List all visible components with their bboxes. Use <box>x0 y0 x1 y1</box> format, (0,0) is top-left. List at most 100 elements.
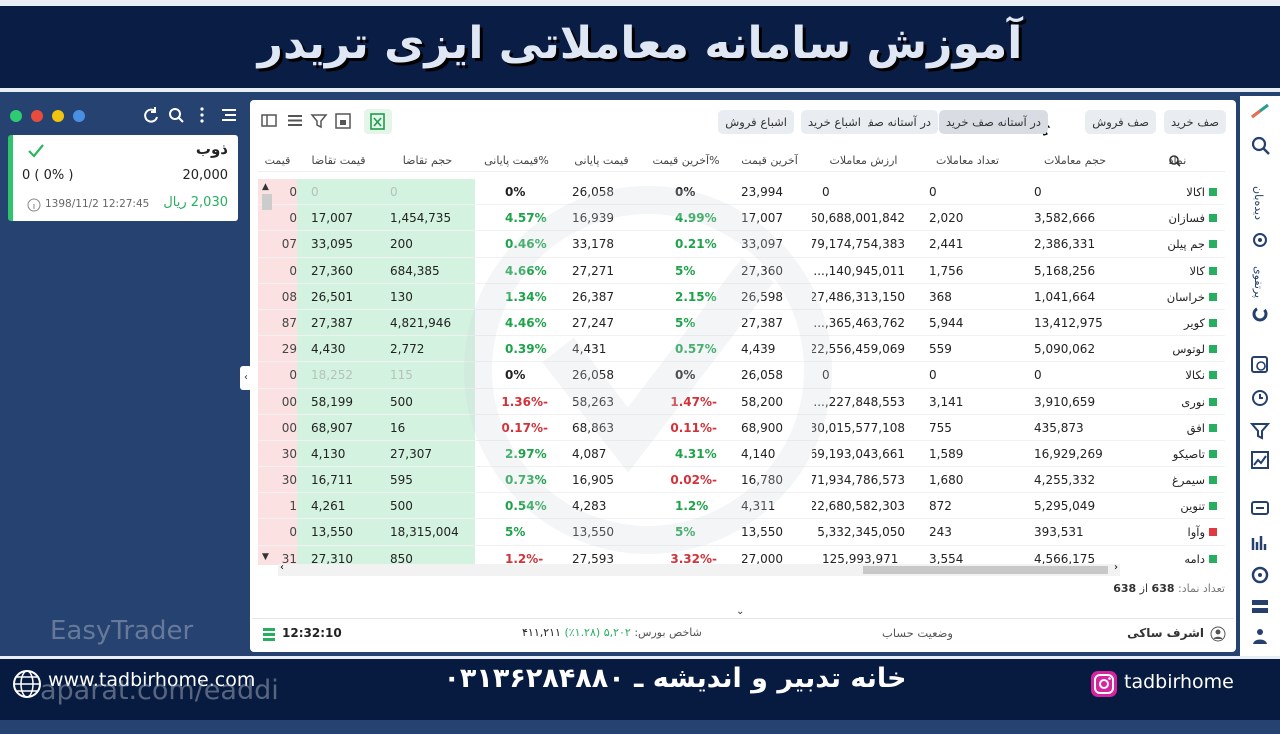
column-header[interactable]: تعداد معاملات <box>936 154 999 167</box>
website: www.tadbirhome.com <box>48 669 256 691</box>
cell: 1,756 <box>929 263 964 278</box>
table-row[interactable]: دامه 4,566,175 3,554 125,993,971 27,000 -3.32… <box>258 545 1225 565</box>
column-header[interactable]: ارزش معاملات <box>829 154 898 167</box>
value: 2,030 <box>190 195 228 210</box>
cell: 0 <box>929 185 937 199</box>
symbol-cell: تنوین <box>1180 499 1205 514</box>
column-header[interactable]: قیمت پایانی <box>574 154 629 167</box>
cell: 2.97% <box>505 446 547 461</box>
cell: 16,905 <box>572 473 614 488</box>
table-row[interactable]: سیمرغ 4,255,332 1,680 71,934,786,573 16,780 -… <box>258 467 1225 494</box>
cell: 4.99% <box>675 211 717 226</box>
hscroll[interactable]: ‹ › <box>278 562 1120 576</box>
tab[interactable]: اشباع خرید <box>800 110 868 134</box>
cell: 4,439 <box>741 342 776 357</box>
count-label: تعداد نماد: <box>1178 582 1225 595</box>
cell: 00 <box>258 388 297 414</box>
cell: -3.32% <box>670 551 717 565</box>
table-row[interactable]: فسازان 3,582,666 2,020 60,688,001,842 17,007… <box>258 205 1225 232</box>
search-button[interactable] <box>1251 136 1271 156</box>
status-marker <box>1209 449 1217 458</box>
search-icon[interactable] <box>1168 154 1182 168</box>
cell: 13,550 <box>741 525 783 540</box>
cell: 27,360 <box>741 263 783 278</box>
cell: 2,020 <box>929 211 964 226</box>
index-value: ۴۱۱,۲۱۱ <box>522 626 561 639</box>
table-row[interactable]: تنوین 5,295,049 872 22,680,582,303 4,311 1.2%… <box>258 493 1225 520</box>
cell: 5,168,256 <box>1034 263 1096 278</box>
cell: 2,772 <box>380 336 475 362</box>
watch-card[interactable]: ذوب 20,000 0 ( 0% ) 2,030 ریال 1398/11/2… <box>8 135 238 221</box>
table-row[interactable]: اکالا 0 0 0 23,994 0% 26,058 0% 0 0 0 <box>258 179 1225 206</box>
cell: 00 <box>258 414 297 440</box>
cell: 58,199 <box>297 388 380 414</box>
table-row[interactable]: افق 435,873 755 30,015,577,108 68,900 -0.11% 6… <box>258 414 1225 441</box>
currency: ریال <box>163 195 187 210</box>
tab[interactable]: صف خرید <box>1163 110 1226 134</box>
status-marker <box>1209 188 1217 196</box>
table-row[interactable]: وآوا 393,531 243 5,332,345,050 13,550 5% 13,55… <box>258 519 1225 546</box>
table-row[interactable]: کالا 5,168,256 1,756 140,945,011,... 27,360 5… <box>258 257 1225 284</box>
cell: 1 <box>258 493 297 519</box>
table-row[interactable]: کویر 13,412,975 5,944 365,463,762,... 27,387… <box>258 309 1225 337</box>
collapse-toggle[interactable]: ‹ <box>240 366 252 390</box>
cell: 27,593 <box>572 551 614 565</box>
cell: 23,994 <box>741 185 783 199</box>
table-row[interactable]: تاصیکو 16,929,269 1,589 69,193,043,661 4,140… <box>258 440 1225 468</box>
cell: 4,821,946 <box>380 309 475 336</box>
vscroll[interactable]: ▲ ▼ <box>262 182 272 562</box>
table-row[interactable]: جم پیلن 2,386,331 2,441 79,174,754,383 33,09… <box>258 231 1225 258</box>
portfolio-tab[interactable]: پرتفوی <box>1252 266 1265 299</box>
column-header[interactable]: قیمت تقاضا <box>311 154 366 167</box>
expand-toggle[interactable]: ⌄ <box>736 606 745 617</box>
cell: 4,283 <box>572 499 607 514</box>
cell: 2.15% <box>675 289 717 304</box>
tab[interactable]: صف فروش <box>1085 110 1156 134</box>
column-header[interactable]: قیمت <box>264 154 291 167</box>
cell: 0 <box>822 368 830 383</box>
cell: 0 <box>380 179 475 205</box>
cell: 595 <box>380 467 475 493</box>
column-header[interactable]: حجم معاملات <box>1043 154 1107 167</box>
tab[interactable]: اشباع فروش <box>718 110 794 134</box>
table-row[interactable]: خراسان 1,041,664 368 27,486,313,150 26,598 2.… <box>258 283 1225 310</box>
symbol-cell: فسازان <box>1168 211 1205 226</box>
cell: 29 <box>258 336 297 362</box>
cell: 684,385 <box>380 257 475 283</box>
column-header[interactable]: آخرین قیمت <box>741 154 798 167</box>
account-status[interactable]: وضعیت حساب <box>882 626 953 640</box>
cell: 1,589 <box>929 446 964 461</box>
status-marker <box>1209 318 1217 327</box>
cell: 5,295,049 <box>1034 499 1096 514</box>
user-name: اشرف ساکی <box>1127 626 1204 640</box>
cell: 13,550 <box>572 525 614 540</box>
cell: 5,090,062 <box>1034 342 1096 357</box>
watch-icon <box>1253 233 1267 247</box>
tool-icons[interactable] <box>1249 354 1271 734</box>
table-row[interactable]: نکالا 0 0 0 26,058 0% 26,058 0% 115 18,252 0 <box>258 362 1225 389</box>
cell: 0 <box>258 205 297 231</box>
cell: 4,261 <box>297 493 380 519</box>
change: 0 ( 0% ) <box>22 168 74 183</box>
count-shown: 638 <box>1151 582 1175 595</box>
cell: 115 <box>380 362 475 388</box>
cell: 500 <box>380 388 475 414</box>
instagram-icon <box>1091 671 1117 697</box>
cell: 1.2% <box>675 499 709 514</box>
table-row[interactable]: نوری 3,910,659 3,141 227,848,553,... 58,200 -… <box>258 388 1225 415</box>
cell: 435,873 <box>1034 420 1084 435</box>
column-header[interactable]: %آخرین قیمت <box>652 154 720 167</box>
cell: 0 <box>1034 185 1042 199</box>
cell: 08 <box>258 283 297 309</box>
cell: 0% <box>675 185 696 199</box>
tab[interactable]: در آستانه صف خرید <box>938 110 1048 134</box>
cell: 2,441 <box>929 237 964 252</box>
column-header[interactable]: حجم تقاضا <box>402 154 453 167</box>
table-row[interactable]: لوتوس 5,090,062 559 22,556,459,069 4,439 0.57… <box>258 336 1225 363</box>
watch-tab[interactable]: دیده‌بان <box>1252 186 1265 220</box>
cell: 365,463,762,... <box>813 315 905 330</box>
column-header[interactable]: %قیمت پایانی <box>484 154 549 167</box>
cell: 26,387 <box>572 289 614 304</box>
